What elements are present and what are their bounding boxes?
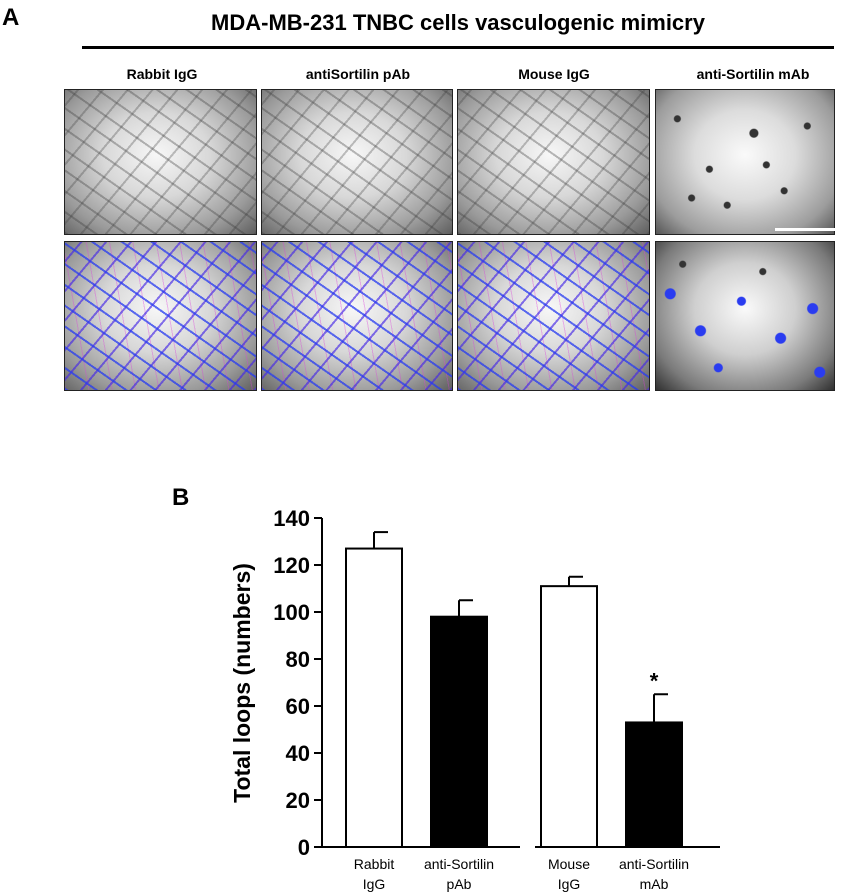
x-tick-label: Rabbit bbox=[354, 856, 395, 872]
y-axis-label: Total loops (numbers) bbox=[229, 563, 255, 803]
panel-a-title: MDA-MB-231 TNBC cells vasculogenic mimic… bbox=[211, 10, 705, 35]
y-tick-label: 0 bbox=[298, 835, 310, 860]
significance-marker: * bbox=[650, 668, 659, 693]
title-divider bbox=[82, 46, 834, 49]
panel-b-letter: B bbox=[172, 484, 190, 511]
micrograph-brightfield-rabbit-igg bbox=[64, 89, 257, 235]
micrograph-overlay-anti-sortilin-mab bbox=[655, 241, 835, 391]
x-tick-label: pAb bbox=[447, 876, 472, 892]
x-tick-label: anti-Sortilin bbox=[619, 856, 689, 872]
bar bbox=[540, 585, 598, 849]
bar bbox=[430, 615, 488, 849]
x-tick-label: IgG bbox=[363, 876, 386, 892]
micrograph-overlay-mouse-igg bbox=[457, 241, 650, 391]
column-label-rabbit-igg: Rabbit IgG bbox=[126, 66, 198, 82]
bar bbox=[625, 721, 683, 849]
panel-a-letter: A bbox=[2, 4, 20, 31]
scale-bar bbox=[775, 228, 835, 231]
y-tick-label: 80 bbox=[286, 647, 310, 672]
y-tick-label: 40 bbox=[286, 741, 310, 766]
y-tick-label: 140 bbox=[273, 506, 310, 531]
y-tick-label: 20 bbox=[286, 788, 310, 813]
micrograph-brightfield-mouse-igg bbox=[457, 89, 650, 235]
x-tick-label: IgG bbox=[558, 876, 581, 892]
column-label-antisortilin-pab: antiSortilin pAb bbox=[305, 66, 411, 82]
column-label-anti-sortilin-mab: anti-Sortilin mAb bbox=[696, 66, 810, 82]
micrograph-overlay-antisortilin-pab bbox=[261, 241, 453, 391]
y-tick-label: 100 bbox=[273, 600, 310, 625]
micrograph-overlay-rabbit-igg bbox=[64, 241, 257, 391]
micrograph-brightfield-anti-sortilin-mab bbox=[655, 89, 835, 235]
x-tick-label: Mouse bbox=[548, 856, 590, 872]
y-tick-label: 60 bbox=[286, 694, 310, 719]
bar bbox=[345, 547, 403, 848]
x-tick-label: mAb bbox=[640, 876, 669, 892]
micrograph-brightfield-antisortilin-pab bbox=[261, 89, 453, 235]
x-tick-label: anti-Sortilin bbox=[424, 856, 494, 872]
y-tick-label: 120 bbox=[273, 553, 310, 578]
column-label-mouse-igg: Mouse IgG bbox=[518, 66, 590, 82]
